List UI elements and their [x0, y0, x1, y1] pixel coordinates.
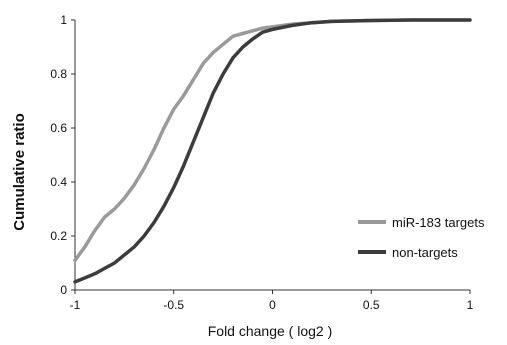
x-axis-title: Fold change ( log2 ): [208, 323, 333, 339]
y-tick-label: 0.2: [50, 229, 67, 243]
legend-label-non-targets: non-targets: [392, 245, 458, 260]
x-tick-label: 0: [269, 298, 276, 312]
series-layer: [73, 18, 472, 284]
y-tick-label: 0.8: [50, 67, 67, 81]
y-tick-label: 1: [60, 13, 67, 27]
y-tick-label: 0: [60, 283, 67, 297]
y-axis-title: Cumulative ratio: [11, 113, 28, 231]
x-tick-label: -0.5: [163, 298, 184, 312]
legend-label-mir183-targets: miR-183 targets: [392, 215, 485, 230]
x-tick-label: 0.5: [363, 298, 380, 312]
y-tick-label: 0.4: [50, 175, 67, 189]
y-tick-label: 0.6: [50, 121, 67, 135]
series-line-non-targets: [73, 18, 472, 284]
x-tick-label: 1: [467, 298, 474, 312]
legend: miR-183 targets non-targets: [358, 215, 485, 260]
ticks-layer: 0 0.2 0.4 0.6 0.8 1 -1 -0.5 0 0.5 1: [50, 13, 473, 312]
x-tick-label: -1: [70, 298, 81, 312]
